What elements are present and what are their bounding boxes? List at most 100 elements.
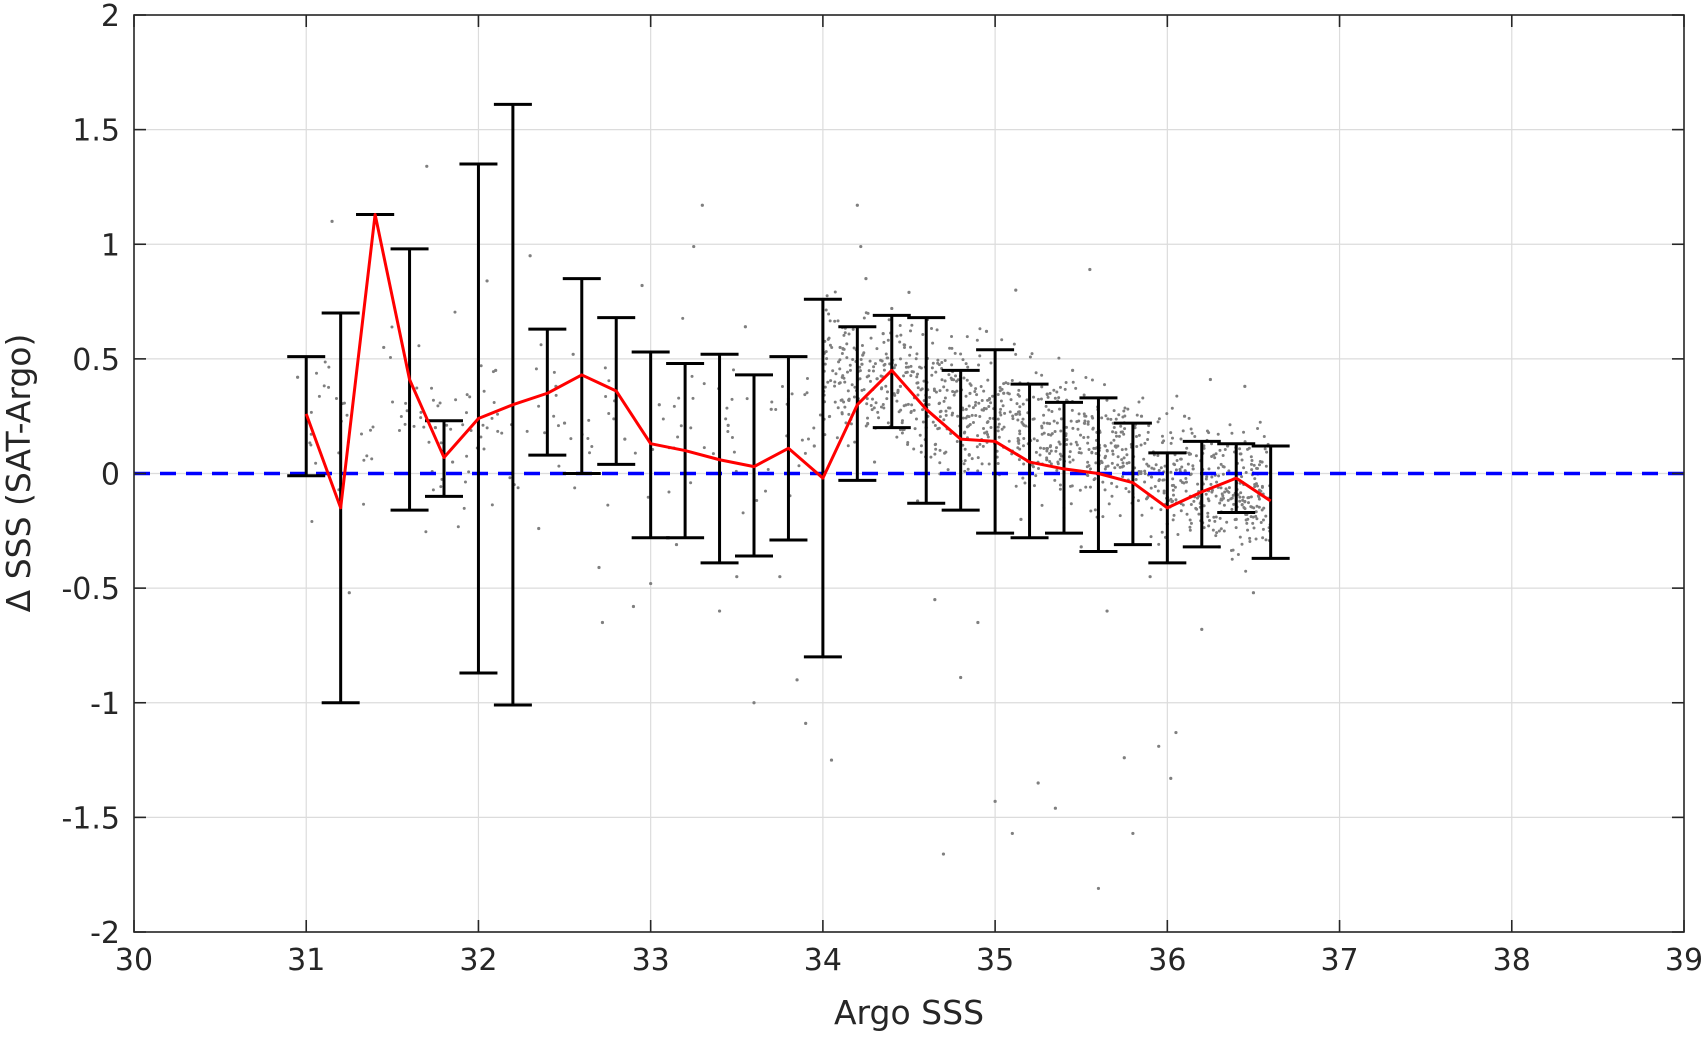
scatter-point — [825, 357, 829, 361]
scatter-point — [882, 368, 886, 372]
x-tick-label: 38 — [1493, 943, 1531, 978]
scatter-point — [999, 407, 1003, 411]
scatter-point — [885, 390, 889, 394]
scatter-point — [1059, 454, 1063, 458]
scatter-point — [833, 380, 837, 384]
scatter-point — [1117, 434, 1121, 438]
scatter-point — [1204, 492, 1208, 496]
scatter-point — [1250, 468, 1254, 472]
scatter-point — [825, 294, 829, 298]
scatter-point — [906, 440, 910, 444]
scatter-point — [726, 430, 730, 434]
scatter-point — [913, 427, 917, 431]
y-axis-title: Δ SSS (SAT-Argo) — [0, 334, 38, 613]
scatter-point — [906, 365, 910, 369]
scatter-point — [1202, 446, 1206, 450]
scatter-point — [1049, 433, 1053, 437]
scatter-point — [974, 400, 978, 404]
scatter-point — [681, 316, 685, 320]
scatter-point — [404, 401, 408, 405]
scatter-point — [1077, 419, 1081, 423]
scatter-point — [1017, 388, 1021, 392]
scatter-point — [980, 408, 984, 412]
scatter-point — [959, 675, 963, 680]
scatter-point — [833, 384, 837, 388]
scatter-point — [1058, 407, 1062, 411]
scatter-point — [919, 444, 923, 448]
scatter-point — [906, 402, 910, 406]
scatter-point — [1143, 480, 1147, 484]
scatter-point — [1159, 508, 1163, 512]
scatter-point — [898, 323, 902, 327]
scatter-point — [978, 354, 982, 358]
scatter-point — [323, 360, 327, 364]
scatter-point — [1143, 441, 1147, 445]
scatter-point — [1165, 412, 1169, 416]
scatter-point — [996, 393, 1000, 397]
scatter-point — [1074, 440, 1078, 444]
scatter-point — [1079, 545, 1083, 549]
scatter-point — [1000, 338, 1004, 342]
scatter-point — [1103, 488, 1107, 492]
scatter-point — [1146, 430, 1150, 434]
scatter-point — [1036, 466, 1040, 470]
scatter-point — [1071, 368, 1075, 372]
scatter-point — [1157, 478, 1161, 482]
scatter-point — [879, 405, 883, 409]
scatter-point — [1070, 484, 1074, 488]
scatter-point — [976, 469, 980, 473]
scatter-point — [479, 435, 483, 439]
scatter-point — [947, 373, 951, 377]
scatter-point — [691, 396, 695, 400]
scatter-point — [485, 279, 489, 283]
scatter-point — [834, 372, 838, 376]
scatter-point — [1218, 448, 1222, 452]
scatter-point — [871, 397, 875, 401]
x-tick-label: 39 — [1665, 943, 1703, 978]
scatter-point — [481, 423, 485, 427]
x-tick-label: 32 — [459, 943, 497, 978]
scatter-point — [847, 397, 851, 401]
scatter-point — [886, 421, 890, 425]
scatter-point — [554, 393, 558, 397]
scatter-point — [998, 411, 1002, 415]
scatter-point — [795, 678, 799, 682]
scatter-point — [1179, 479, 1183, 483]
scatter-point — [1238, 495, 1242, 499]
scatter-point — [1220, 492, 1224, 496]
y-tick-label: 2 — [101, 0, 120, 34]
scatter-point — [869, 403, 873, 407]
scatter-point — [1040, 426, 1044, 430]
scatter-point — [1103, 444, 1107, 448]
scatter-point — [362, 502, 366, 506]
scatter-point — [1065, 438, 1069, 442]
y-tick-label: 1 — [101, 228, 120, 263]
scatter-point — [996, 417, 1000, 421]
scatter-point — [909, 329, 913, 333]
scatter-point — [904, 361, 908, 365]
scatter-point — [1249, 495, 1253, 499]
scatter-point — [1053, 430, 1057, 434]
scatter-point — [1052, 388, 1056, 392]
scatter-point — [1209, 482, 1213, 486]
scatter-point — [1016, 418, 1020, 422]
scatter-point — [711, 452, 715, 456]
scatter-point — [933, 423, 937, 427]
scatter-point — [1223, 490, 1227, 494]
scatter-point — [1123, 427, 1127, 431]
scatter-point — [454, 398, 458, 402]
scatter-point — [1262, 506, 1266, 510]
scatter-point — [1090, 414, 1094, 418]
scatter-point — [1040, 432, 1044, 436]
scatter-point — [980, 398, 984, 402]
scatter-point — [845, 356, 849, 360]
scatter-point — [552, 414, 556, 418]
scatter-point — [1253, 485, 1257, 489]
scatter-point — [422, 425, 426, 429]
scatter-point — [1100, 416, 1104, 420]
scatter-point — [948, 406, 952, 410]
scatter-point — [902, 374, 906, 378]
scatter-point — [846, 444, 850, 448]
scatter-point — [1221, 472, 1225, 476]
scatter-point — [1084, 485, 1088, 489]
